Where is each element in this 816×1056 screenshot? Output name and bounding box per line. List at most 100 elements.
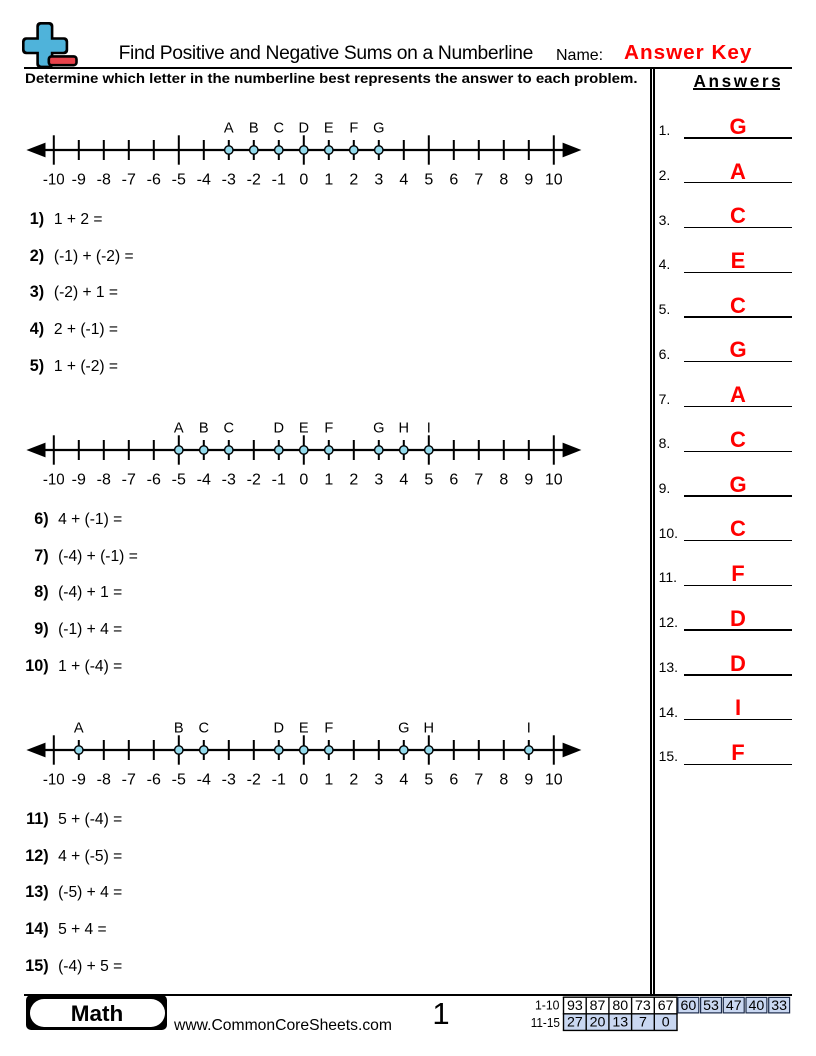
svg-text:0: 0 bbox=[299, 771, 308, 788]
svg-text:-2: -2 bbox=[247, 471, 261, 488]
svg-text:-4: -4 bbox=[197, 171, 211, 188]
svg-text:-6: -6 bbox=[147, 771, 161, 788]
svg-text:2: 2 bbox=[349, 171, 358, 188]
svg-text:4: 4 bbox=[399, 171, 408, 188]
svg-text:D: D bbox=[299, 121, 310, 137]
svg-text:-8: -8 bbox=[97, 471, 111, 488]
svg-text:-7: -7 bbox=[122, 171, 136, 188]
svg-text:-4: -4 bbox=[197, 771, 211, 788]
svg-text:-3: -3 bbox=[222, 471, 236, 488]
svg-text:7: 7 bbox=[474, 171, 483, 188]
svg-text:C: C bbox=[199, 721, 210, 737]
svg-text:6: 6 bbox=[449, 471, 458, 488]
svg-text:0: 0 bbox=[299, 171, 308, 188]
svg-text:3: 3 bbox=[374, 771, 383, 788]
svg-text:E: E bbox=[299, 721, 309, 737]
svg-text:80: 80 bbox=[612, 998, 628, 1014]
svg-text:27: 27 bbox=[567, 1015, 583, 1031]
svg-text:D: D bbox=[274, 421, 285, 437]
svg-text:-6: -6 bbox=[147, 171, 161, 188]
svg-text:40: 40 bbox=[749, 998, 765, 1014]
svg-text:1: 1 bbox=[324, 771, 333, 788]
svg-text:-8: -8 bbox=[97, 771, 111, 788]
svg-text:10: 10 bbox=[545, 171, 563, 188]
svg-text:G: G bbox=[373, 421, 384, 437]
svg-text:-10: -10 bbox=[43, 771, 65, 788]
svg-text:H: H bbox=[399, 421, 410, 437]
svg-text:-6: -6 bbox=[147, 471, 161, 488]
svg-text:5: 5 bbox=[424, 771, 433, 788]
svg-text:20: 20 bbox=[590, 1015, 606, 1031]
svg-text:-9: -9 bbox=[72, 771, 86, 788]
svg-text:-1: -1 bbox=[272, 771, 286, 788]
svg-text:11-15: 11-15 bbox=[531, 1015, 560, 1030]
svg-text:-7: -7 bbox=[122, 771, 136, 788]
svg-text:D: D bbox=[274, 721, 285, 737]
svg-text:B: B bbox=[249, 121, 259, 137]
svg-text:C: C bbox=[224, 421, 235, 437]
svg-text:93: 93 bbox=[567, 998, 583, 1014]
svg-text:60: 60 bbox=[680, 998, 696, 1014]
svg-text:10: 10 bbox=[545, 771, 563, 788]
svg-text:-10: -10 bbox=[43, 471, 65, 488]
svg-text:7: 7 bbox=[639, 1015, 647, 1031]
svg-text:G: G bbox=[398, 721, 409, 737]
svg-text:H: H bbox=[424, 721, 435, 737]
svg-text:-5: -5 bbox=[172, 471, 186, 488]
svg-text:-10: -10 bbox=[43, 171, 65, 188]
svg-text:I: I bbox=[427, 421, 431, 437]
svg-text:-5: -5 bbox=[172, 771, 186, 788]
svg-text:8: 8 bbox=[499, 771, 508, 788]
svg-text:-1: -1 bbox=[272, 171, 286, 188]
svg-text:-9: -9 bbox=[72, 171, 86, 188]
svg-text:9: 9 bbox=[524, 471, 533, 488]
svg-text:0: 0 bbox=[662, 1015, 670, 1031]
svg-text:4: 4 bbox=[399, 771, 408, 788]
svg-text:-5: -5 bbox=[172, 171, 186, 188]
svg-text:7: 7 bbox=[474, 471, 483, 488]
svg-text:10: 10 bbox=[545, 471, 563, 488]
svg-text:A: A bbox=[74, 721, 84, 737]
svg-text:9: 9 bbox=[524, 171, 533, 188]
svg-text:G: G bbox=[373, 121, 384, 137]
svg-text:8: 8 bbox=[499, 471, 508, 488]
svg-text:B: B bbox=[174, 721, 184, 737]
svg-text:-8: -8 bbox=[97, 171, 111, 188]
svg-text:6: 6 bbox=[449, 171, 458, 188]
svg-text:1: 1 bbox=[324, 471, 333, 488]
svg-text:E: E bbox=[324, 121, 334, 137]
svg-text:33: 33 bbox=[771, 998, 787, 1014]
svg-text:I: I bbox=[527, 721, 531, 737]
svg-text:2: 2 bbox=[349, 771, 358, 788]
svg-text:C: C bbox=[274, 121, 285, 137]
svg-text:87: 87 bbox=[590, 998, 606, 1014]
svg-text:E: E bbox=[299, 421, 309, 437]
svg-text:A: A bbox=[224, 121, 234, 137]
svg-text:F: F bbox=[349, 121, 358, 137]
svg-text:0: 0 bbox=[299, 471, 308, 488]
svg-text:5: 5 bbox=[424, 171, 433, 188]
svg-text:3: 3 bbox=[374, 471, 383, 488]
svg-text:-2: -2 bbox=[247, 771, 261, 788]
svg-text:-4: -4 bbox=[197, 471, 211, 488]
svg-text:5: 5 bbox=[424, 471, 433, 488]
svg-text:13: 13 bbox=[612, 1015, 628, 1031]
svg-text:67: 67 bbox=[658, 998, 674, 1014]
svg-text:8: 8 bbox=[499, 171, 508, 188]
svg-text:-2: -2 bbox=[247, 171, 261, 188]
svg-text:47: 47 bbox=[726, 998, 742, 1014]
svg-text:53: 53 bbox=[703, 998, 719, 1014]
svg-text:3: 3 bbox=[374, 171, 383, 188]
svg-text:F: F bbox=[324, 721, 333, 737]
svg-text:-3: -3 bbox=[222, 171, 236, 188]
svg-text:1: 1 bbox=[324, 171, 333, 188]
svg-text:-7: -7 bbox=[122, 471, 136, 488]
svg-text:A: A bbox=[174, 421, 184, 437]
svg-text:2: 2 bbox=[349, 471, 358, 488]
svg-text:F: F bbox=[324, 421, 333, 437]
svg-text:4: 4 bbox=[399, 471, 408, 488]
svg-text:-1: -1 bbox=[272, 471, 286, 488]
svg-text:-9: -9 bbox=[72, 471, 86, 488]
svg-text:B: B bbox=[199, 421, 209, 437]
svg-text:7: 7 bbox=[474, 771, 483, 788]
